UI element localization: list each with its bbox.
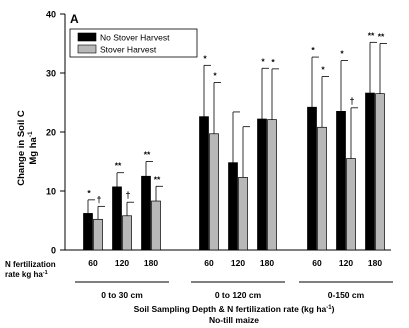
legend-swatch-stover [77,44,97,54]
significance-marker: ** [115,161,122,171]
x-tick-label: 180 [144,258,158,268]
significance-marker: * [311,45,315,55]
x-tick-label: 60 [88,258,98,268]
significance-marker: † [349,96,354,106]
y-tick-label: 30 [46,69,56,79]
significance-marker: * [87,188,91,198]
y-tick-label: 20 [46,128,56,138]
bar-stover [93,218,103,251]
chart-subtitle: No-till maize [209,315,259,325]
significance-marker: ** [144,150,151,160]
x-tick-label: 60 [312,258,322,268]
legend-label-no-stover: No Stover Harvest [100,33,170,43]
bar-stover [267,119,277,251]
n-rate-row-label: N fertilization [5,260,56,269]
bar-no-stover [141,175,151,251]
n-rate-row-label-2: rate kg ha-1 [5,270,48,279]
legend-label-stover: Stover Harvest [100,45,157,55]
legend: No Stover Harvest Stover Harvest [69,28,198,58]
plot-area: 0 10 20 30 40 60 120 180 0 to 30 cm 60 120 180 0 to … [46,10,393,300]
bar-no-stover [336,110,346,251]
group-label: 0-150 cm [328,290,365,300]
y-axis-label: Change in Soil C [16,110,27,186]
y-tick-label: 10 [46,187,56,197]
x-tick-label: 180 [260,258,274,268]
bar-stover [346,158,356,251]
panel-label: A [70,12,79,26]
bar-stover [238,177,248,251]
group-label: 0 to 30 cm [101,290,143,300]
significance-marker: ** [368,30,375,40]
y-tick-label: 40 [46,10,56,20]
bar-stover [151,200,161,251]
bar-stover [375,93,385,251]
significance-marker: ** [154,174,161,184]
bar-no-stover [83,213,93,251]
y-axis-title: Change in Soil C Mg ha-1 [16,110,39,186]
significance-marker: * [321,65,325,75]
bar-stover [209,133,219,251]
y-tick-label: 0 [51,246,56,256]
bar-no-stover [257,118,267,251]
significance-marker: ** [378,32,385,42]
significance-marker: * [213,70,217,80]
significance-marker: † [125,190,130,200]
x-tick-label: 120 [115,258,129,268]
bar-stover [317,126,327,251]
bar-no-stover [365,92,375,251]
legend-swatch-no-stover [77,32,97,42]
bar-no-stover [228,162,238,251]
bar-stover [122,215,132,251]
significance-marker: * [340,49,344,59]
x-tick-label: 180 [368,258,382,268]
x-axis-label: Soil Sampling Depth & N fertilization ra… [134,304,335,314]
bar-no-stover [199,116,209,251]
significance-marker: * [203,53,207,63]
x-tick-label: 60 [204,258,214,268]
x-tick-label: 120 [231,258,245,268]
x-tick-label: 120 [339,258,353,268]
bar-no-stover [307,106,317,251]
significance-marker: * [271,57,275,67]
bar-no-stover [112,186,122,251]
group-label: 0 to 120 cm [215,290,262,300]
significance-marker: † [96,194,101,204]
significance-marker: * [261,56,265,66]
y-axis-unit: Mg ha-1 [27,131,39,165]
